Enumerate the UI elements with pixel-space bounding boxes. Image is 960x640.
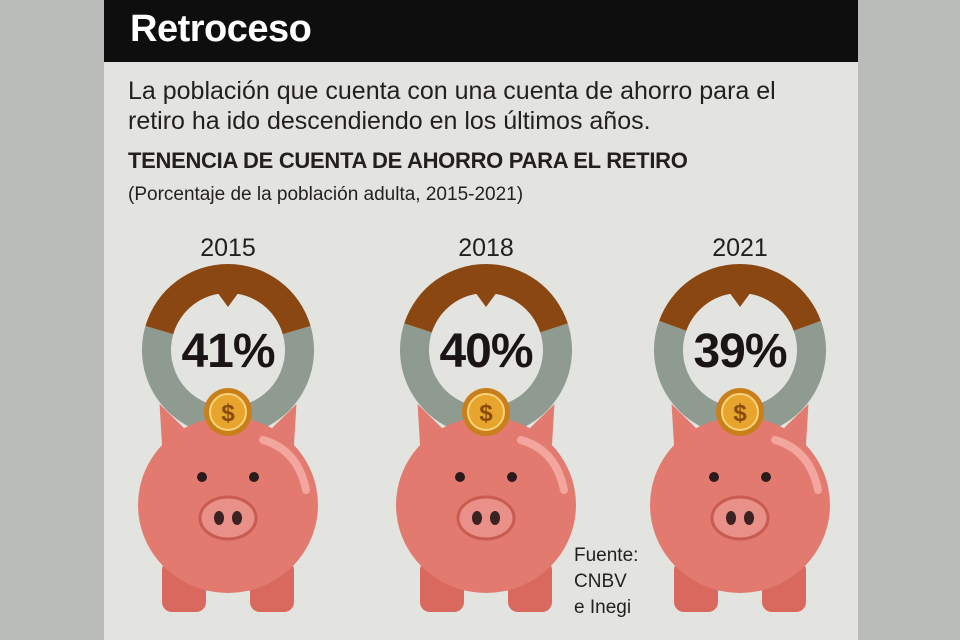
dollar-coin-icon: $ xyxy=(204,388,252,436)
dollar-coin-icon: $ xyxy=(716,388,764,436)
pig-highlight xyxy=(771,436,822,494)
donut-remainder xyxy=(399,323,572,436)
pig-nostril xyxy=(232,511,242,525)
pig-eye xyxy=(197,472,207,482)
source-line: e Inegi xyxy=(574,597,632,618)
pig-eye xyxy=(761,472,771,482)
pig-highlight xyxy=(259,436,310,494)
pig-eye xyxy=(709,472,719,482)
donut-remainder xyxy=(141,326,315,436)
donut-share xyxy=(145,264,311,335)
pig-chart-2015: 2015 41% $ xyxy=(138,234,318,612)
year-label: 2015 xyxy=(200,234,256,262)
percent-label: 41% xyxy=(181,325,274,378)
pig-nostril xyxy=(214,511,224,525)
donut-pointer xyxy=(475,292,497,307)
pig-snout xyxy=(710,495,770,541)
piggy-bank-illustration xyxy=(396,404,576,612)
title-bar: Retroceso xyxy=(104,0,858,62)
piggy-bank-illustration xyxy=(650,404,830,612)
donut-pointer xyxy=(217,292,239,307)
pig-eye xyxy=(455,472,465,482)
svg-text:$: $ xyxy=(479,400,493,427)
year-label: 2018 xyxy=(458,234,514,262)
pig-nostril xyxy=(726,511,736,525)
donut-pointer xyxy=(729,292,751,307)
piggy-bank-illustration xyxy=(138,404,318,612)
source-line: CNBV xyxy=(574,571,627,592)
pig-nostril xyxy=(472,511,482,525)
percent-label: 40% xyxy=(439,325,532,378)
svg-text:$: $ xyxy=(221,400,235,427)
source-note: Fuente: CNBV e Inegi xyxy=(574,543,664,621)
description-text: La población que cuenta con una cuenta d… xyxy=(128,77,776,135)
chart-title: TENENCIA DE CUENTA DE AHORRO PARA EL RET… xyxy=(128,148,688,173)
donut-share xyxy=(659,263,821,331)
pig-snout xyxy=(456,495,516,541)
dollar-coin-icon: $ xyxy=(462,388,510,436)
year-label: 2021 xyxy=(712,234,768,262)
pig-nostril xyxy=(490,511,500,525)
pig-chart-2018: 2018 40% $ xyxy=(396,234,576,612)
pig-eye xyxy=(507,472,517,482)
pig-snout xyxy=(198,495,258,541)
pig-eye xyxy=(249,472,259,482)
source-line: Fuente: xyxy=(574,545,639,566)
pig-highlight xyxy=(517,436,568,494)
page-title: Retroceso xyxy=(130,8,312,50)
percent-label: 39% xyxy=(693,325,786,378)
donut-remainder xyxy=(654,320,826,436)
svg-text:$: $ xyxy=(733,400,747,427)
donut-share xyxy=(404,264,568,333)
pig-chart-2021: 2021 39% $ xyxy=(650,234,830,612)
chart-subtitle: (Porcentaje de la población adulta, 2015… xyxy=(128,184,524,205)
pig-nostril xyxy=(744,511,754,525)
